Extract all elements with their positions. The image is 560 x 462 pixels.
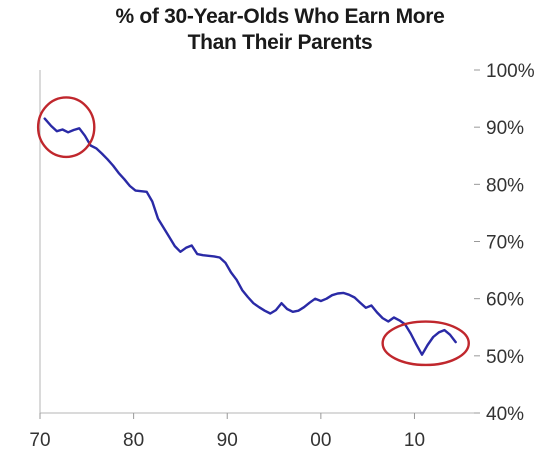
series-line — [43, 117, 457, 356]
y-tick-label: 100% — [486, 61, 535, 82]
x-tick-label: 90 — [217, 430, 238, 451]
x-tick-label: 70 — [29, 430, 50, 451]
recent-period-highlight-circle — [381, 320, 470, 367]
y-tick-label: 40% — [486, 404, 524, 425]
chart-title: % of 30-Year-Olds Who Earn More Than The… — [0, 4, 560, 56]
y-tick-label: 60% — [486, 290, 524, 311]
early-period-highlight-circle — [36, 96, 96, 159]
y-tick-label: 70% — [486, 233, 524, 254]
y-tick-label: 80% — [486, 175, 524, 196]
x-tick-label: 10 — [404, 430, 425, 451]
chart-title-line-2: Than Their Parents — [187, 31, 373, 54]
x-tick-label: 80 — [123, 430, 144, 451]
y-tick-label: 90% — [486, 118, 524, 139]
x-tick-label: 00 — [310, 430, 331, 451]
chart-title-line-1: % of 30-Year-Olds Who Earn More — [115, 5, 445, 28]
y-tick-label: 50% — [486, 347, 524, 368]
